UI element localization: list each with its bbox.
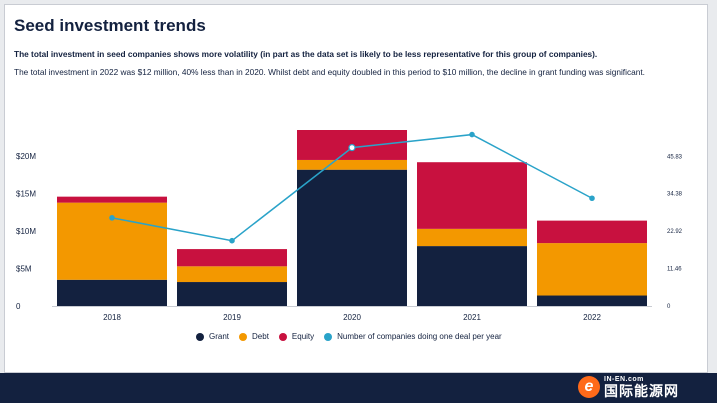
- y-left-tick-label: 0: [16, 302, 21, 311]
- bar-debt-2021: [417, 228, 527, 247]
- bar-debt-2020: [297, 159, 407, 170]
- legend-swatch-grant: [196, 332, 204, 341]
- bar-equity-2021: [417, 162, 527, 229]
- legend-label-grant: Grant: [209, 332, 230, 341]
- watermark-site: IN-EN.com: [604, 376, 644, 383]
- legend-item-companies: Number of companies doing one deal per y…: [324, 332, 502, 341]
- companies-point-2021: [469, 131, 475, 138]
- bar-grant-2021: [417, 246, 527, 306]
- bar-grant-2018: [57, 279, 167, 306]
- chart-legend: Grant Debt Equity Number of companies do…: [196, 332, 512, 341]
- watermark-text: IN-EN.com 国际能源网: [604, 376, 679, 398]
- bar-equity-2018: [57, 196, 167, 203]
- watermark-logo: e IN-EN.com 国际能源网: [578, 372, 679, 398]
- chart-subtitle: The total investment in seed companies s…: [14, 49, 598, 59]
- bar-equity-2019: [177, 249, 287, 267]
- legend-item-grant: Grant: [196, 332, 229, 341]
- y-right-tick-label: 22.92: [667, 229, 683, 235]
- companies-point-2020: [348, 144, 356, 152]
- bar-debt-2019: [177, 266, 287, 283]
- companies-point-2019: [229, 237, 235, 244]
- bar-debt-2022: [537, 243, 647, 296]
- watermark-e-icon: e: [578, 376, 600, 398]
- bar-equity-2022: [537, 220, 647, 244]
- watermark-name: 国际能源网: [604, 383, 679, 399]
- x-tick-label: 2019: [223, 313, 241, 322]
- y-right-tick-label: 34.38: [667, 192, 683, 198]
- x-tick-label: 2018: [103, 313, 121, 322]
- bar-grant-2022: [537, 295, 647, 306]
- legend-swatch-debt: [239, 332, 248, 341]
- x-tick-label: 2021: [463, 313, 481, 322]
- legend-label-debt: Debt: [252, 332, 269, 341]
- x-tick-label: 2020: [343, 313, 361, 322]
- bar-grant-2019: [177, 282, 287, 306]
- legend-item-equity: Equity: [278, 332, 315, 341]
- chart-title: Seed investment trends: [14, 16, 206, 35]
- chart-description: The total investment in 2022 was $12 mil…: [14, 67, 645, 77]
- y-left-tick-label: $5M: [16, 265, 32, 274]
- companies-point-2022: [589, 195, 595, 202]
- legend-label-companies: Number of companies doing one deal per y…: [337, 332, 502, 341]
- x-tick-label: 2022: [583, 313, 601, 322]
- y-right-tick-label: 0: [667, 304, 671, 310]
- bar-debt-2018: [57, 202, 167, 280]
- companies-point-2018: [109, 215, 115, 221]
- legend-swatch-equity: [278, 332, 287, 341]
- y-right-tick-label: 11.46: [667, 267, 682, 273]
- bar-grant-2020: [297, 169, 407, 306]
- y-left-tick-label: $20M: [16, 152, 36, 161]
- y-right-tick-label: 45.83: [667, 154, 683, 160]
- legend-item-debt: Debt: [239, 332, 269, 341]
- y-left-tick-label: $15M: [16, 190, 36, 199]
- legend-swatch-companies: [324, 332, 333, 341]
- legend-label-equity: Equity: [291, 332, 315, 341]
- y-left-tick-label: $10M: [16, 227, 36, 236]
